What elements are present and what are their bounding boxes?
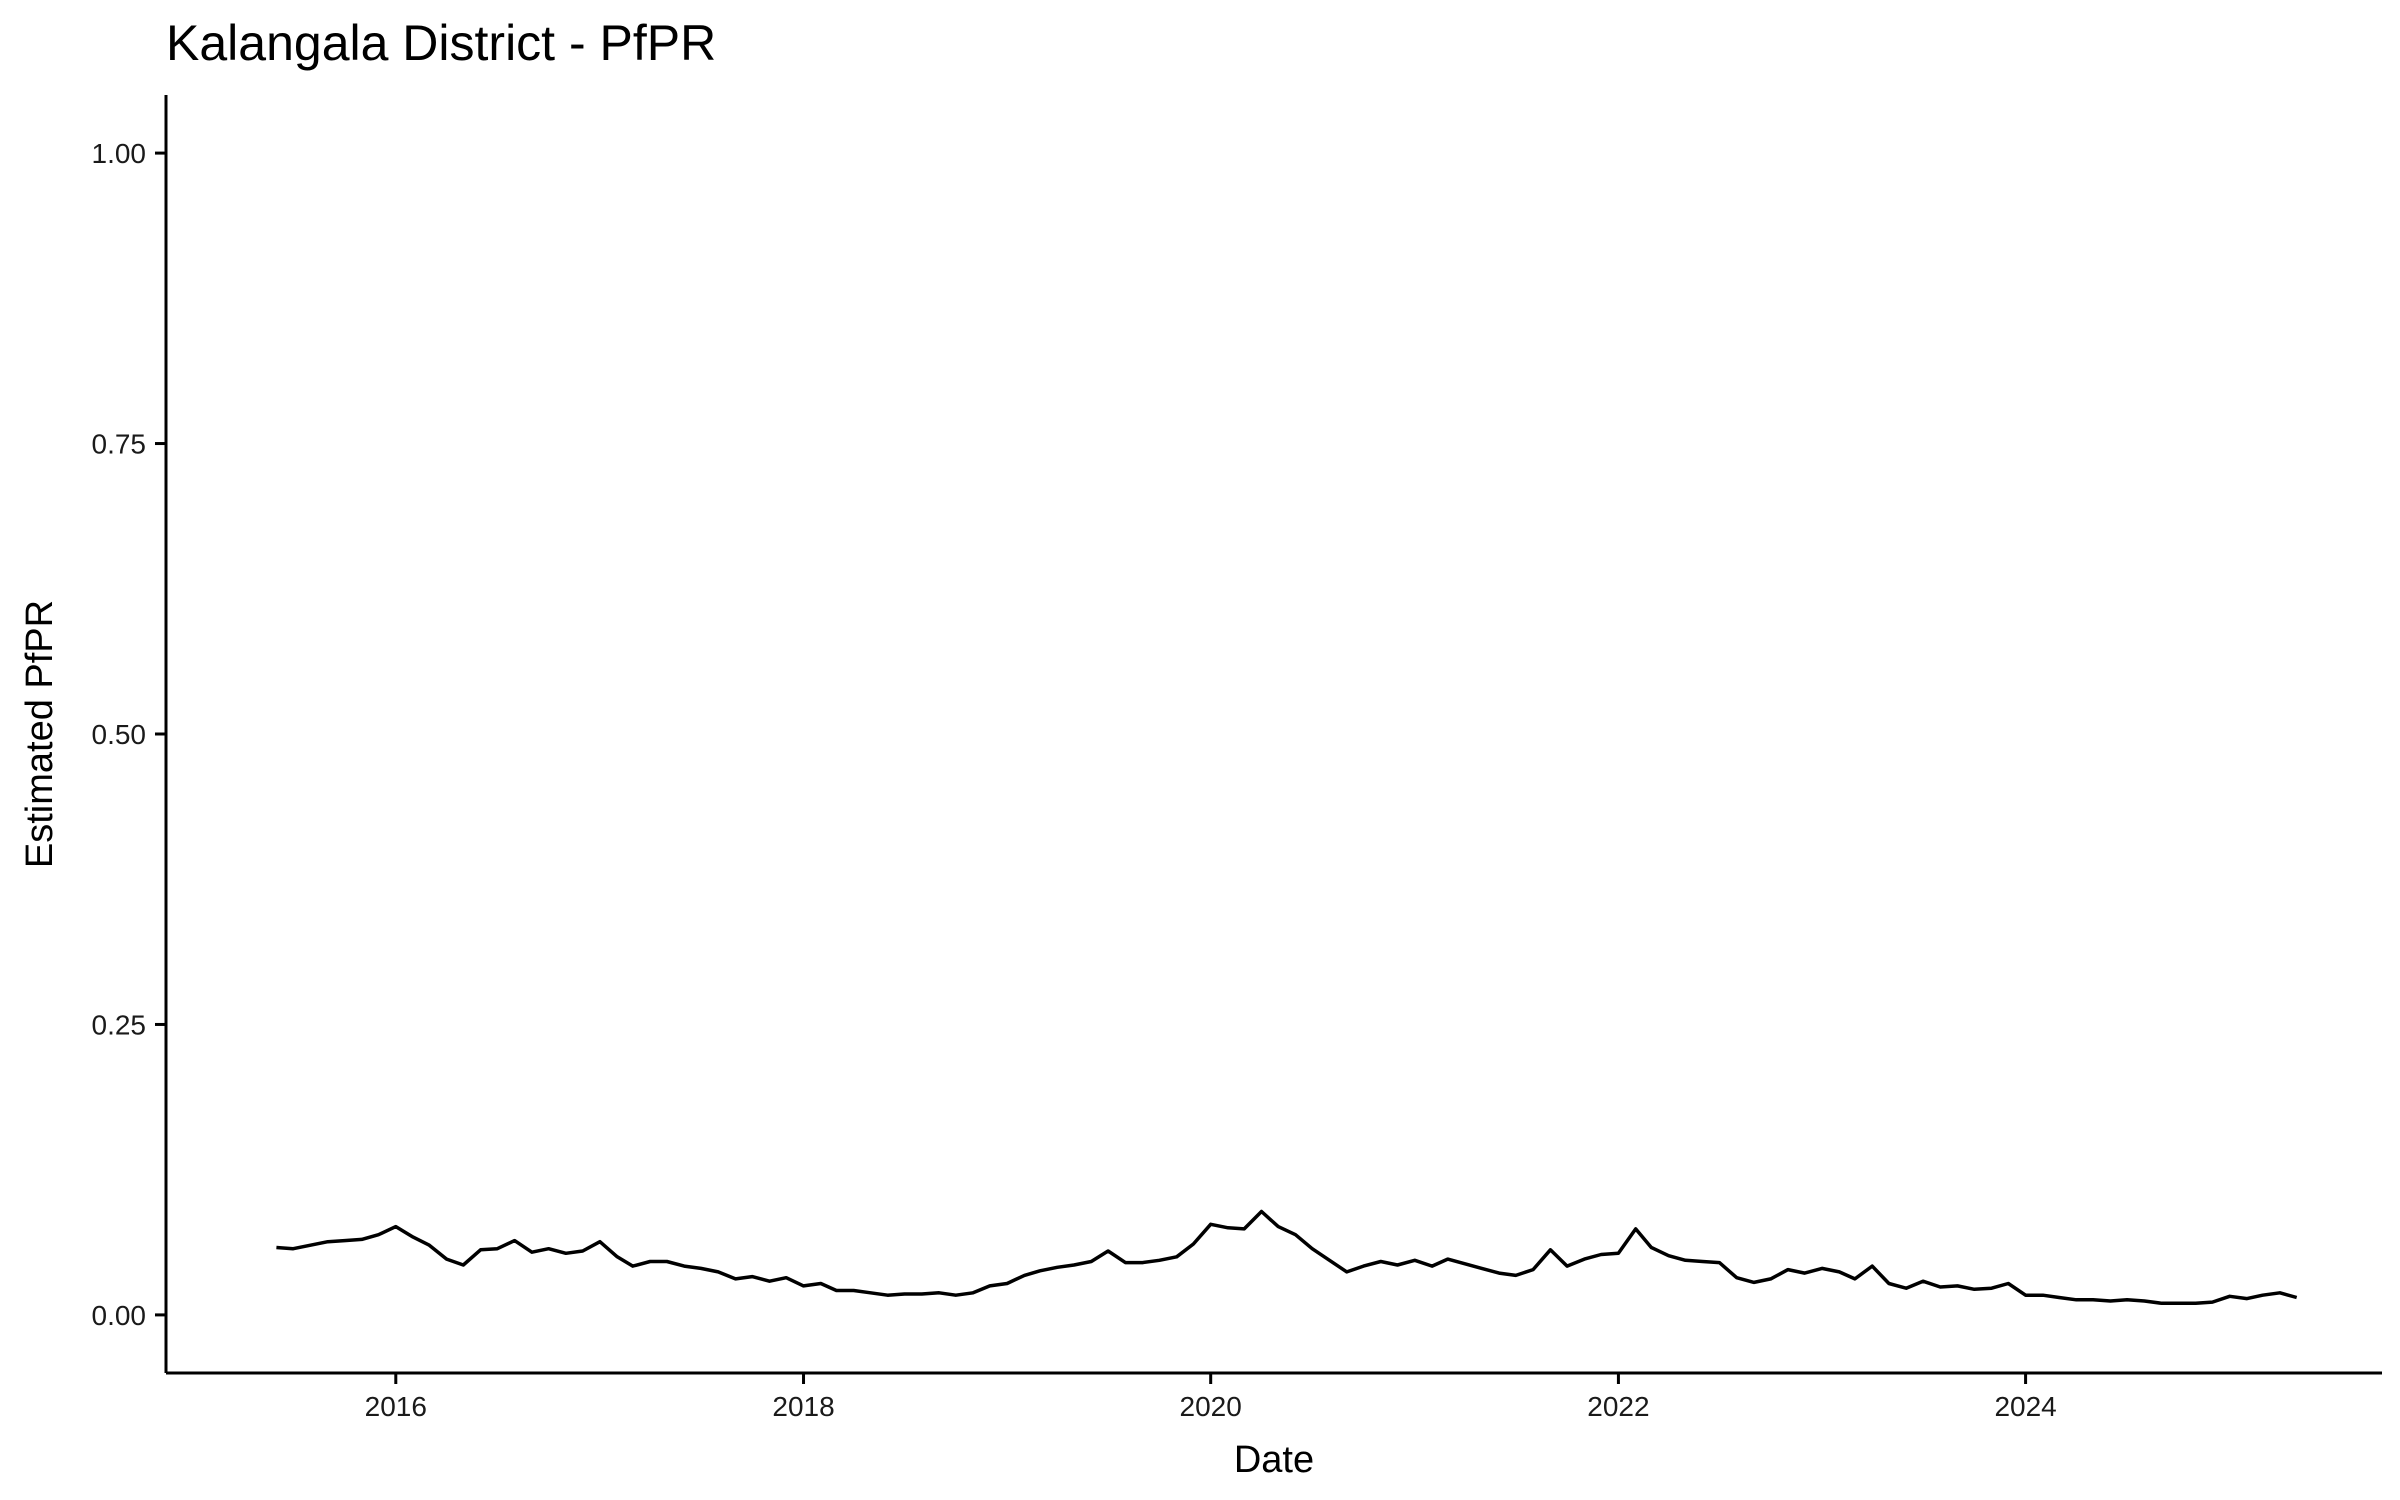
chart-title: Kalangala District - PfPR (166, 15, 716, 71)
x-tick-label: 2018 (772, 1391, 834, 1422)
y-tick-label: 0.25 (92, 1009, 147, 1040)
series-line (276, 1209, 2298, 1306)
y-tick-label: 1.00 (92, 138, 147, 169)
x-axis-ticks: 2016 2018 2020 2022 2024 (365, 1373, 2057, 1422)
x-tick-label: 2022 (1587, 1391, 1649, 1422)
y-tick-label: 0.75 (92, 429, 147, 460)
x-axis-label: Date (1234, 1439, 1314, 1481)
x-tick-label: 2016 (365, 1391, 427, 1422)
y-axis-ticks: 0.00 0.25 0.50 0.75 1.00 (92, 138, 166, 1331)
y-tick-label: 0.50 (92, 719, 147, 750)
y-tick-label: 0.00 (92, 1300, 147, 1331)
x-tick-label: 2020 (1180, 1391, 1242, 1422)
y-axis-label: Estimated PfPR (19, 600, 61, 868)
x-tick-label: 2024 (1994, 1391, 2056, 1422)
